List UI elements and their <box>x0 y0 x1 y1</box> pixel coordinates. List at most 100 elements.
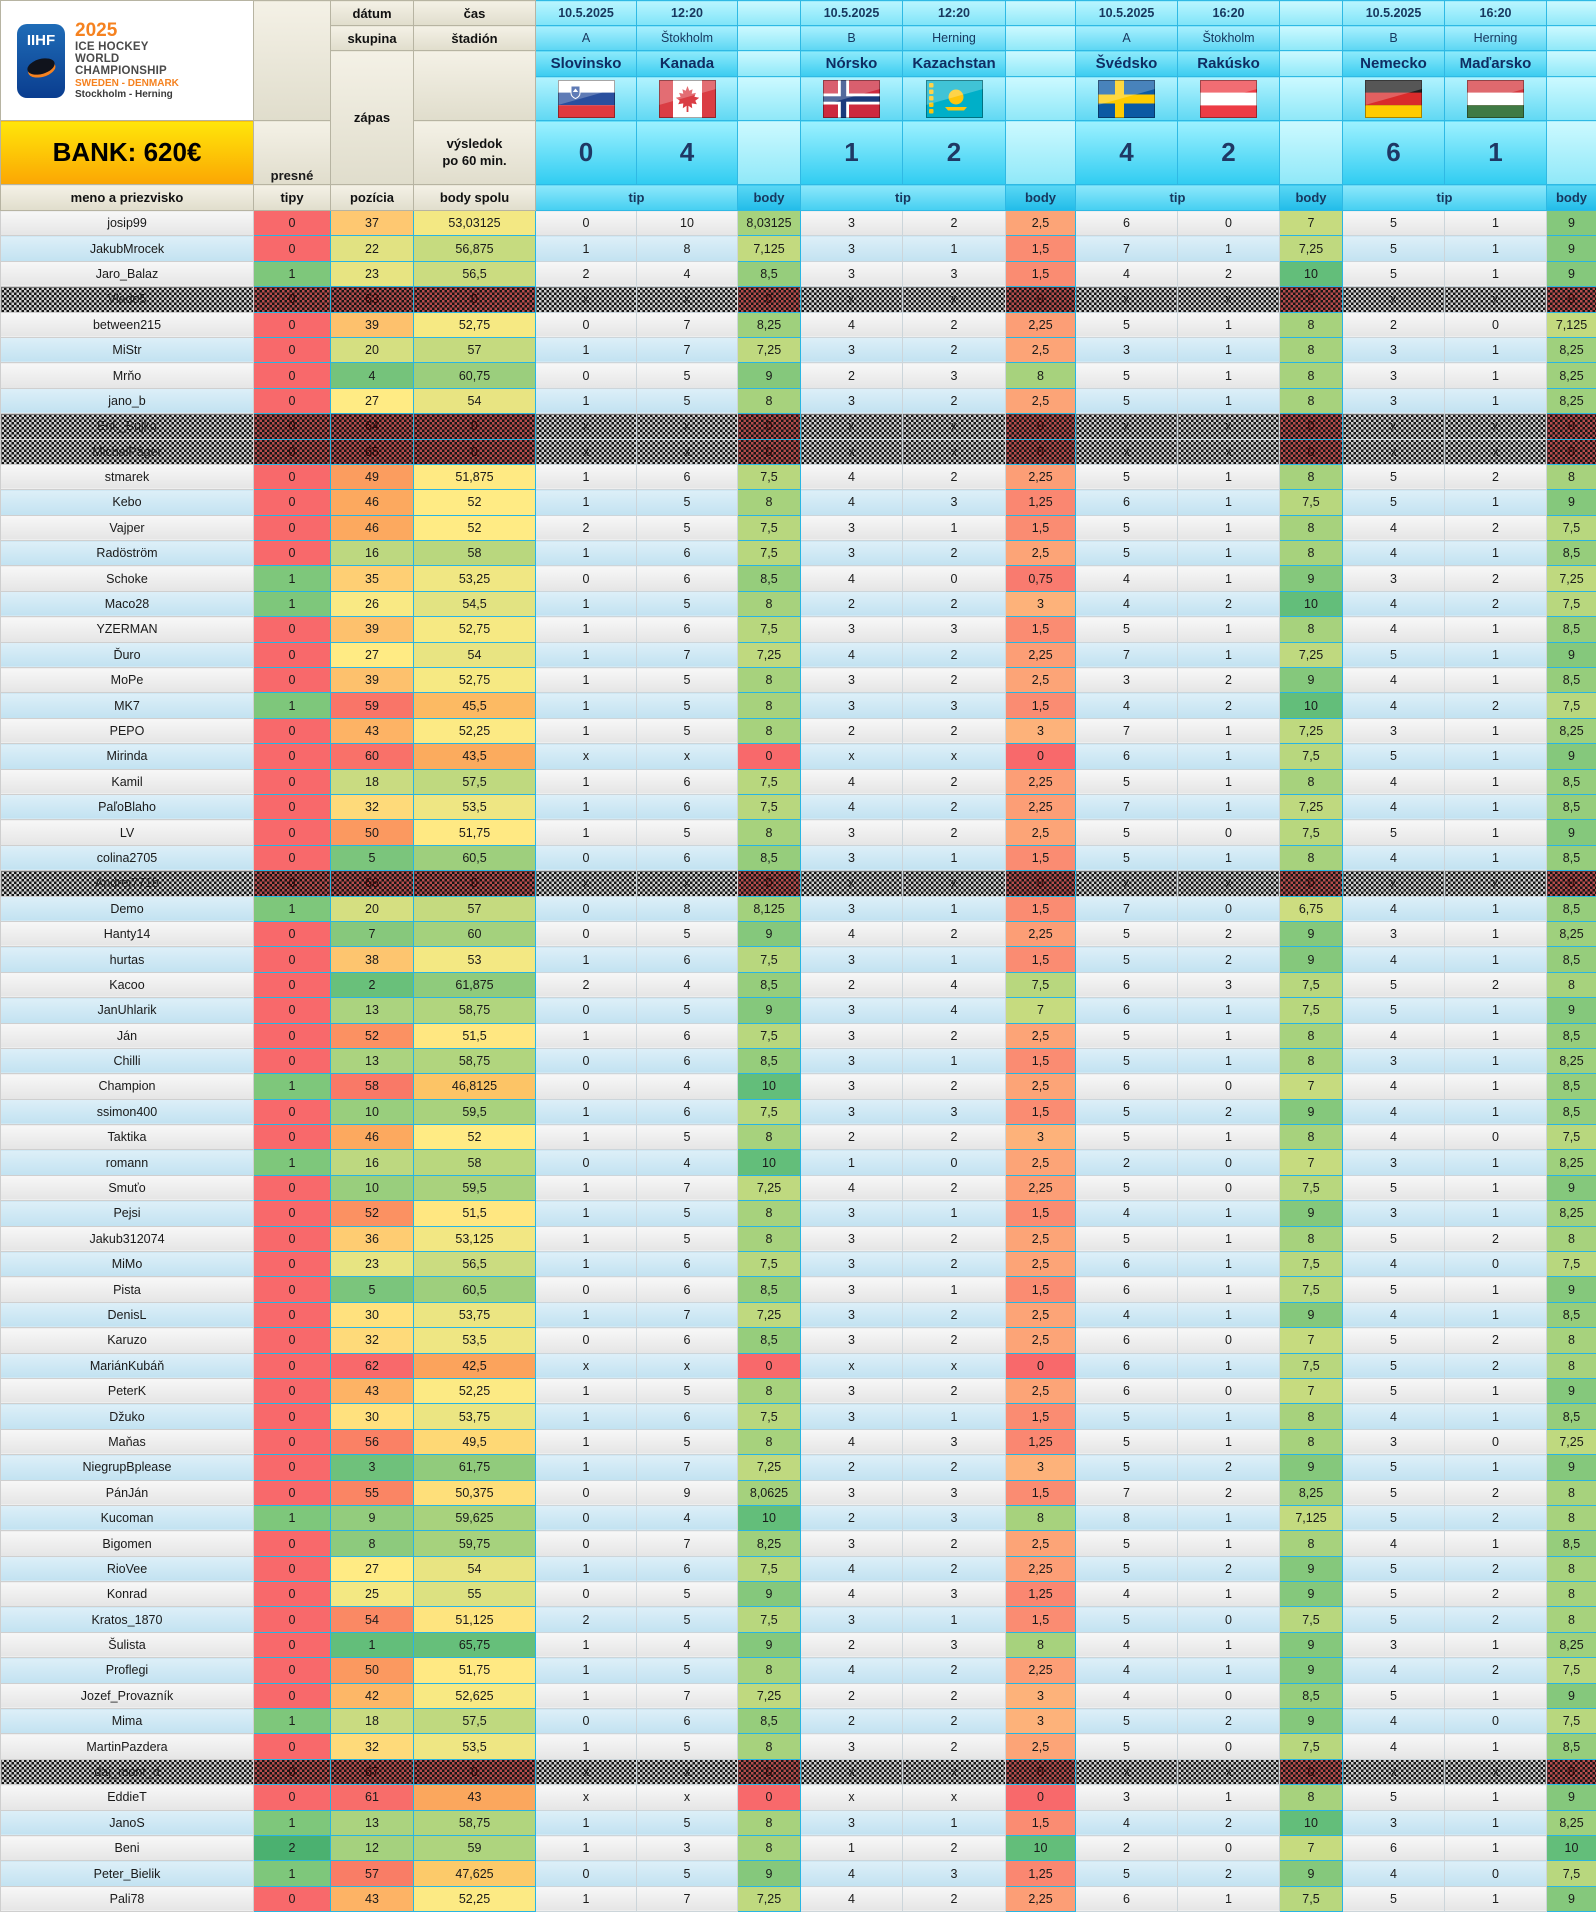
cell-total-points[interactable]: 52,25 <box>414 1378 536 1403</box>
cell-total-points[interactable]: 60,75 <box>414 363 536 388</box>
cell-position[interactable]: 66 <box>331 871 414 896</box>
cell-match2-points[interactable]: 1,25 <box>1006 1429 1076 1454</box>
cell-match4-tip-away[interactable]: 1 <box>1445 363 1547 388</box>
cell-total-points[interactable]: 52,25 <box>414 718 536 743</box>
cell-match2-points[interactable]: 7,5 <box>1006 972 1076 997</box>
cell-exact-tips[interactable]: 0 <box>254 998 331 1023</box>
cell-match3-points[interactable]: 10 <box>1280 591 1343 616</box>
cell-player-name[interactable]: between215 <box>1 312 254 337</box>
cell-match2-tip-home[interactable]: 4 <box>801 566 903 591</box>
cell-match3-points[interactable]: 9 <box>1280 921 1343 946</box>
cell-match2-tip-home[interactable]: 3 <box>801 1328 903 1353</box>
cell-match2-points[interactable]: 2,5 <box>1006 1226 1076 1251</box>
cell-position[interactable]: 36 <box>331 1226 414 1251</box>
cell-match4-tip-home[interactable]: 5 <box>1343 1480 1445 1505</box>
cell-match2-points[interactable]: 7 <box>1006 998 1076 1023</box>
cell-match1-tip-away[interactable]: 4 <box>637 1632 738 1657</box>
cell-match1-tip-home[interactable]: 0 <box>536 1074 637 1099</box>
cell-match2-tip-away[interactable]: 2 <box>903 668 1006 693</box>
cell-match3-tip-away[interactable]: 1 <box>1178 1632 1280 1657</box>
cell-match2-tip-home[interactable]: 2 <box>801 591 903 616</box>
cell-match2-points[interactable]: 2,5 <box>1006 1378 1076 1403</box>
cell-match3-tip-home[interactable]: 5 <box>1076 1531 1178 1556</box>
cell-match4-points[interactable]: 8 <box>1547 1480 1596 1505</box>
gap-cell[interactable] <box>1547 51 1596 77</box>
cell-match4-points[interactable]: 8,25 <box>1547 337 1596 362</box>
cell-match4-tip-away[interactable]: 1 <box>1445 1074 1547 1099</box>
cell-match1-tip-away[interactable]: 4 <box>637 1074 738 1099</box>
cell-player-name[interactable]: Kamil <box>1 769 254 794</box>
cell-total-points[interactable]: 52,25 <box>414 1886 536 1911</box>
cell-match1-points[interactable]: 8 <box>738 1658 801 1683</box>
cell-match2-tip-away[interactable]: x <box>903 414 1006 439</box>
cell-match3-tip-away[interactable]: 1 <box>1178 998 1280 1023</box>
cell-match2-points[interactable]: 2,25 <box>1006 312 1076 337</box>
cell-position[interactable]: 43 <box>331 718 414 743</box>
cell-player-name[interactable]: LV <box>1 820 254 845</box>
cell-total-points[interactable]: 46,8125 <box>414 1074 536 1099</box>
cell-exact-tips[interactable]: 0 <box>254 1480 331 1505</box>
cell-match3-tip-away[interactable]: 2 <box>1178 261 1280 286</box>
cell-match2-tip-home[interactable]: 3 <box>801 693 903 718</box>
cell-total-points[interactable]: 51,75 <box>414 1658 536 1683</box>
column-header-body-spolu[interactable]: body spolu <box>414 185 536 211</box>
cell-match2-tip-away[interactable]: 1 <box>903 236 1006 261</box>
cell-match1-tip-home[interactable]: 0 <box>536 921 637 946</box>
cell-match4-points[interactable]: 8,25 <box>1547 363 1596 388</box>
cell-match3-tip-away[interactable]: 1 <box>1178 1302 1280 1327</box>
cell-match4-points[interactable]: 0 <box>1547 287 1596 312</box>
cell-match2-tip-home[interactable]: 3 <box>801 1048 903 1073</box>
cell-match2-tip-home[interactable]: 2 <box>801 972 903 997</box>
cell-match4-points[interactable]: 7,5 <box>1547 591 1596 616</box>
cell-match2-points[interactable]: 1,25 <box>1006 490 1076 515</box>
match2-tip-header[interactable]: tip <box>801 185 1006 211</box>
cell-exact-tips[interactable]: 1 <box>254 1505 331 1530</box>
cell-match1-points[interactable]: 7,5 <box>738 515 801 540</box>
cell-match3-tip-away[interactable]: 1 <box>1178 1505 1280 1530</box>
cell-match3-points[interactable]: 9 <box>1280 947 1343 972</box>
cell-match2-points[interactable]: 3 <box>1006 718 1076 743</box>
cell-match2-points[interactable]: 2,5 <box>1006 1734 1076 1759</box>
cell-match3-tip-home[interactable]: 5 <box>1076 1734 1178 1759</box>
cell-match2-tip-away[interactable]: 3 <box>903 617 1006 642</box>
cell-match4-tip-home[interactable]: 5 <box>1343 464 1445 489</box>
cell-match4-tip-away[interactable]: 1 <box>1445 1886 1547 1911</box>
cell-match2-tip-away[interactable]: 2 <box>903 1709 1006 1734</box>
cell-match3-tip-away[interactable]: 2 <box>1178 947 1280 972</box>
cell-match2-tip-away[interactable]: 4 <box>903 972 1006 997</box>
cell-match3-points[interactable]: 8 <box>1280 769 1343 794</box>
cell-match2-tip-away[interactable]: 3 <box>903 1582 1006 1607</box>
cell-match2-tip-away[interactable]: 1 <box>903 1201 1006 1226</box>
match1-score-away[interactable]: 4 <box>637 121 738 185</box>
cell-match4-points[interactable]: 7,125 <box>1547 312 1596 337</box>
cell-exact-tips[interactable]: 0 <box>254 845 331 870</box>
cell-match1-tip-home[interactable]: 1 <box>536 769 637 794</box>
cell-player-name[interactable]: Radöström <box>1 541 254 566</box>
cell-total-points[interactable]: 0 <box>414 871 536 896</box>
cell-position[interactable]: 18 <box>331 769 414 794</box>
cell-match4-points[interactable]: 9 <box>1547 236 1596 261</box>
cell-match4-tip-home[interactable]: 4 <box>1343 1023 1445 1048</box>
cell-player-name[interactable]: Champion <box>1 1074 254 1099</box>
cell-total-points[interactable]: 0 <box>414 439 536 464</box>
cell-match2-tip-away[interactable]: 3 <box>903 363 1006 388</box>
cell-match3-points[interactable]: 9 <box>1280 1455 1343 1480</box>
cell-player-name[interactable]: Jaro_Balaz <box>1 261 254 286</box>
cell-match2-tip-home[interactable]: 2 <box>801 1505 903 1530</box>
cell-total-points[interactable]: 47,625 <box>414 1861 536 1886</box>
cell-match3-points[interactable]: 9 <box>1280 1201 1343 1226</box>
cell-match4-tip-away[interactable]: 1 <box>1445 1201 1547 1226</box>
cell-player-name[interactable]: MartinPazdera <box>1 1734 254 1759</box>
cell-match3-points[interactable]: 8 <box>1280 1226 1343 1251</box>
cell-match3-tip-home[interactable]: 5 <box>1076 1404 1178 1429</box>
cell-position[interactable]: 38 <box>331 947 414 972</box>
cell-exact-tips[interactable]: 0 <box>254 972 331 997</box>
cell-position[interactable]: 4 <box>331 363 414 388</box>
cell-player-name[interactable]: hurtas <box>1 947 254 972</box>
cell-match3-tip-away[interactable]: 0 <box>1178 211 1280 236</box>
cell-match3-tip-away[interactable]: 1 <box>1178 769 1280 794</box>
cell-position[interactable]: 13 <box>331 1810 414 1835</box>
cell-match4-points[interactable]: 8,25 <box>1547 388 1596 413</box>
cell-match2-tip-home[interactable]: 3 <box>801 1531 903 1556</box>
cell-match4-tip-away[interactable]: 0 <box>1445 312 1547 337</box>
